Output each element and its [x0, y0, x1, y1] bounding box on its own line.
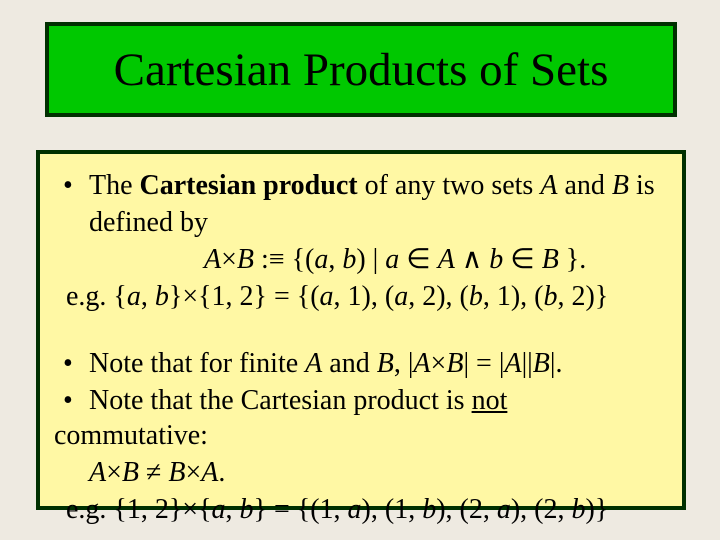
p1-line1: •The Cartesian product of any two sets A… — [54, 168, 664, 203]
p1-definition: A×B :≡ {(a, b) | a ∈ A ∧ b ∈ B }. — [54, 242, 664, 277]
content-box: •The Cartesian product of any two sets A… — [36, 150, 686, 510]
p2-line2: •Note that the Cartesian product is not … — [54, 383, 664, 453]
p1-example: e.g. {a, b}×{1, 2} = {(a, 1), (a, 2), (b… — [66, 279, 664, 314]
p1-line2: defined by — [89, 205, 664, 240]
p2-example: e.g. {1, 2}×{a, b} = {(1, a), (1, b), (2… — [66, 492, 664, 527]
spacer — [54, 316, 664, 346]
p2-line3: A×B ≠ B×A. — [89, 455, 664, 490]
p2-line1: •Note that for finite A and B, |A×B| = |… — [54, 346, 664, 381]
page-title: Cartesian Products of Sets — [114, 43, 609, 97]
title-box: Cartesian Products of Sets — [45, 22, 677, 117]
